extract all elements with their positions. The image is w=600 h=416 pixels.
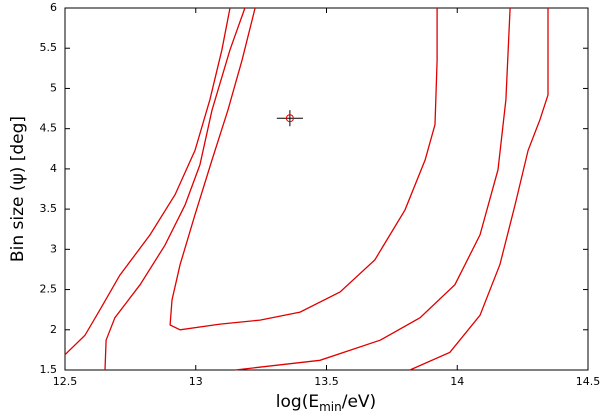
x-label-prefix: log(E — [276, 392, 319, 412]
x-tick-label: 14 — [450, 375, 464, 388]
y-tick-label: 3 — [50, 242, 57, 255]
y-tick-label: 4 — [50, 162, 57, 175]
plot-frame — [64, 7, 589, 371]
point-marker — [285, 114, 294, 123]
y-tick-label: 5.5 — [40, 41, 58, 54]
y-tick-label: 2 — [50, 323, 57, 336]
x-tick-label: 13.5 — [314, 375, 339, 388]
x-label-sub: min — [319, 400, 342, 414]
contour-line — [104, 7, 511, 371]
x-tick-label: 14.5 — [576, 375, 600, 388]
x-tick-label: 13 — [189, 375, 203, 388]
y-tick-label: 1.5 — [40, 363, 58, 376]
y-tick-label: 5 — [50, 81, 57, 94]
y-tick-label: 6 — [50, 1, 57, 14]
x-tick-label: 12.5 — [53, 375, 78, 388]
y-tick-label: 4.5 — [40, 122, 58, 135]
contour-line — [169, 7, 438, 331]
y-axis-label: Bin size (ψ) [deg] — [8, 116, 28, 262]
y-tick-label: 2.5 — [40, 283, 58, 296]
contour-line — [64, 7, 549, 371]
y-tick-label: 3.5 — [40, 202, 58, 215]
x-axis-label: log(Emin/eV) — [276, 392, 376, 414]
x-label-suffix: /eV) — [342, 392, 376, 412]
